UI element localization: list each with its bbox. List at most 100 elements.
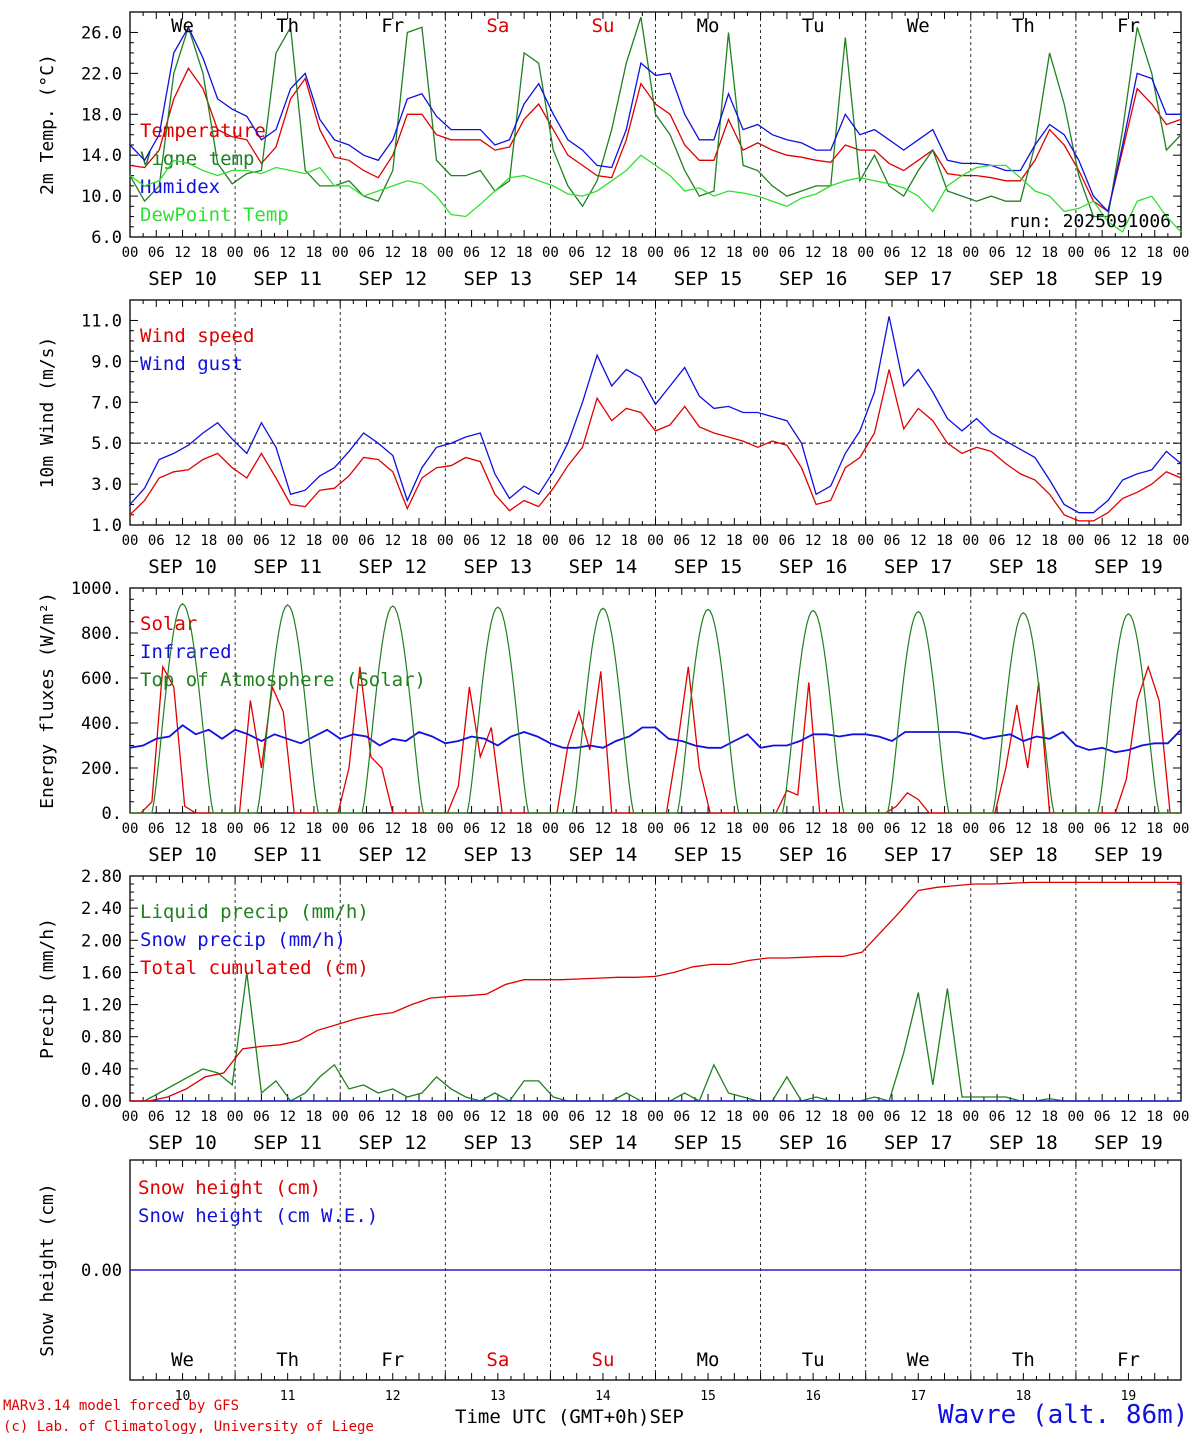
- hour-label: 18: [726, 245, 743, 261]
- hour-label: 06: [463, 533, 480, 549]
- hour-label: 18: [936, 1109, 953, 1125]
- date-label: SEP 10: [148, 844, 217, 866]
- date-label: SEP 12: [358, 268, 427, 290]
- y-tick-label: 10.0: [81, 187, 122, 207]
- hour-label: 06: [884, 821, 901, 837]
- hour-label: 06: [673, 533, 690, 549]
- day-number: 11: [280, 1389, 296, 1404]
- hour-label: 18: [936, 245, 953, 261]
- date-label: SEP 11: [253, 1132, 322, 1154]
- y-tick-label: 14.0: [81, 146, 122, 166]
- day-name: We: [171, 1349, 194, 1371]
- hour-label: 18: [936, 821, 953, 837]
- hour-label: 12: [700, 821, 717, 837]
- hour-label: 00: [647, 821, 664, 837]
- date-label: SEP 19: [1094, 844, 1163, 866]
- series-line-blue: [129, 316, 1182, 514]
- hour-label: 18: [1146, 245, 1163, 261]
- hour-label: 12: [384, 1109, 401, 1125]
- date-label: SEP 13: [464, 1132, 533, 1154]
- hour-label: 12: [489, 821, 506, 837]
- hour-label: 06: [884, 533, 901, 549]
- date-label: SEP 17: [884, 268, 953, 290]
- hour-label: 00: [647, 1109, 664, 1125]
- date-label: SEP 13: [464, 268, 533, 290]
- hour-label: 06: [568, 1109, 585, 1125]
- hour-label: 12: [700, 1109, 717, 1125]
- hour-label: 12: [279, 245, 296, 261]
- date-label: SEP 11: [253, 844, 322, 866]
- hour-label: 18: [516, 821, 533, 837]
- hour-label: 12: [174, 245, 191, 261]
- hour-label: 00: [332, 1109, 349, 1125]
- hour-label: 18: [831, 1109, 848, 1125]
- date-label: SEP 16: [779, 556, 848, 578]
- y-axis-label-wind: 10m Wind (m/s): [37, 337, 58, 489]
- hour-label: 18: [621, 1109, 638, 1125]
- lab-credit: (c) Lab. of Climatology, University of L…: [3, 1419, 374, 1435]
- hour-label: 18: [411, 533, 428, 549]
- hour-label: 12: [1015, 245, 1032, 261]
- hour-label: 00: [227, 533, 244, 549]
- date-label: SEP 15: [674, 1132, 743, 1154]
- hour-label: 06: [989, 1109, 1006, 1125]
- date-label: SEP 17: [884, 844, 953, 866]
- y-tick-label: 200.: [81, 759, 122, 779]
- day-number: 16: [805, 1389, 821, 1404]
- day-number: 10: [175, 1389, 191, 1404]
- hour-label: 00: [1173, 1109, 1190, 1125]
- hour-label: 06: [253, 1109, 270, 1125]
- hour-label: 18: [621, 821, 638, 837]
- day-name: Th: [276, 15, 299, 37]
- hour-label: 00: [962, 821, 979, 837]
- hour-label: 06: [989, 821, 1006, 837]
- hour-label: 18: [1146, 1109, 1163, 1125]
- panel-frame-energy: [129, 587, 1182, 814]
- hour-label: 00: [647, 245, 664, 261]
- hour-label: 12: [1120, 821, 1137, 837]
- hour-label: 12: [595, 1109, 612, 1125]
- day-number: 13: [490, 1389, 506, 1404]
- hour-label: 12: [805, 821, 822, 837]
- hour-label: 12: [384, 533, 401, 549]
- hour-label: 12: [910, 1109, 927, 1125]
- hour-label: 12: [595, 533, 612, 549]
- date-label: SEP 15: [674, 268, 743, 290]
- station-label: Wavre (alt. 86m): [938, 1400, 1189, 1430]
- day-name: We: [171, 15, 194, 37]
- hour-label: 12: [1120, 1109, 1137, 1125]
- hour-label: 00: [1067, 1109, 1084, 1125]
- hour-label: 00: [752, 533, 769, 549]
- day-name: Mo: [697, 15, 720, 37]
- day-number: 14: [595, 1389, 611, 1404]
- hour-label: 00: [1067, 821, 1084, 837]
- hour-label: 00: [962, 1109, 979, 1125]
- hour-label: 00: [542, 821, 559, 837]
- legend-lime: DewPoint Temp: [140, 204, 289, 226]
- series-line-toa: [130, 603, 1181, 814]
- hour-label: 18: [621, 245, 638, 261]
- hour-label: 18: [726, 821, 743, 837]
- date-label: SEP 14: [569, 1132, 638, 1154]
- day-number: 18: [1016, 1389, 1032, 1404]
- hour-label: 18: [831, 821, 848, 837]
- date-label: SEP 12: [358, 556, 427, 578]
- hour-label: 18: [516, 245, 533, 261]
- date-label: SEP 17: [884, 1132, 953, 1154]
- hour-label: 00: [1173, 245, 1190, 261]
- date-label: SEP 13: [464, 556, 533, 578]
- panel-frame-wind: [129, 299, 1182, 526]
- hour-label: 00: [437, 1109, 454, 1125]
- hour-label: 18: [1041, 533, 1058, 549]
- y-tick-label: 0.00: [81, 1261, 122, 1281]
- legend-blue: Humidex: [140, 176, 220, 198]
- hour-label: 06: [673, 245, 690, 261]
- hour-label: 12: [489, 533, 506, 549]
- hour-label: 06: [358, 245, 375, 261]
- hour-label: 12: [700, 533, 717, 549]
- hour-label: 00: [437, 245, 454, 261]
- y-tick-label: 11.0: [81, 311, 122, 331]
- hour-label: 06: [148, 533, 165, 549]
- date-label: SEP 19: [1094, 1132, 1163, 1154]
- hour-label: 06: [253, 533, 270, 549]
